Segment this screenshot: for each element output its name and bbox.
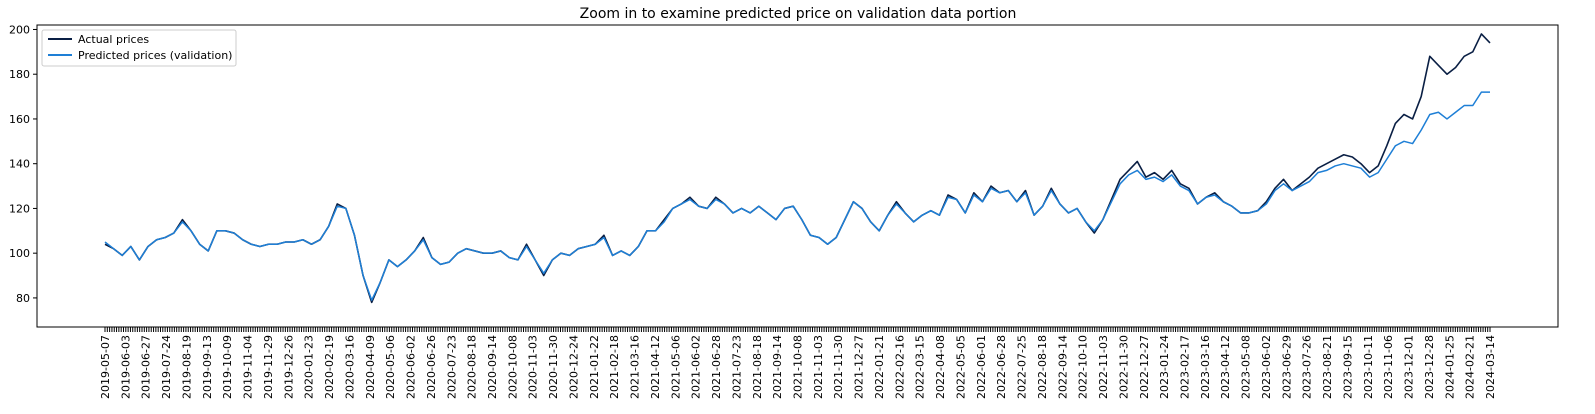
x-tick-label: 2020-02-19 [323,335,336,399]
series-line-predicted [104,91,1490,301]
x-tick-label: 2019-07-24 [160,335,173,399]
series-layer [104,33,1491,304]
x-tick-label: 2020-11-30 [547,335,560,399]
x-tick-label: 2021-06-02 [690,335,703,399]
x-tick-label: 2022-03-15 [914,335,927,399]
y-axis: 80 100 120 140 160 180 200 [9,23,37,305]
x-tick-label: 2021-06-28 [710,335,723,399]
x-tick-label: 2020-10-08 [506,335,519,399]
x-tick-label: 2024-02-21 [1464,335,1477,399]
x-tick-label: 2023-12-01 [1403,335,1416,399]
y-tick-label: 160 [9,113,30,126]
x-tick-label: 2022-06-01 [975,335,988,399]
x-tick-label: 2019-06-03 [119,335,132,399]
x-tick-label: 2020-04-09 [364,335,377,399]
x-tick-label: 2022-07-25 [1016,335,1029,399]
legend: Actual prices Predicted prices (validati… [41,29,237,67]
x-tick-label: 2021-02-18 [608,335,621,399]
x-tick-label: 2021-09-14 [771,335,784,399]
x-tick-label: 2019-10-09 [221,335,234,399]
x-tick-label: 2020-01-23 [303,335,316,399]
x-tick-label: 2021-08-18 [751,335,764,399]
y-tick-label: 180 [9,68,30,81]
x-tick-label: 2020-06-26 [425,335,438,399]
x-tick-label: 2023-01-24 [1158,335,1171,399]
x-tick-label: 2019-11-04 [242,335,255,399]
y-tick-label: 80 [16,292,30,305]
x-tick-label: 2022-10-10 [1077,335,1090,399]
y-tick-label: 100 [9,247,30,260]
plot-area-frame [36,24,1559,328]
legend-label-predicted: Predicted prices (validation) [78,49,232,62]
x-tick-label: 2023-12-28 [1423,335,1436,399]
x-tick-label: 2019-12-26 [282,335,295,399]
x-tick-label: 2023-05-08 [1240,335,1253,399]
x-tick-label: 2021-12-27 [853,335,866,399]
x-tick-label: 2023-03-16 [1199,335,1212,399]
x-tick-label: 2021-03-16 [629,335,642,399]
x-axis: 2019-05-07 2019-06-03 2019-06-27 2019-07-24… [99,327,1497,399]
x-tick-label: 2020-06-02 [405,335,418,399]
x-tick-label: 2023-02-17 [1178,335,1191,399]
x-tick-label: 2021-07-23 [730,335,743,399]
x-tick-label: 2022-11-30 [1117,335,1130,399]
series-line-actual [104,33,1491,304]
x-tick-label: 2023-07-26 [1301,335,1314,399]
x-tick-label: 2022-12-27 [1138,335,1151,399]
x-tick-label: 2019-06-27 [140,335,153,399]
x-tick-label: 2021-05-06 [669,335,682,399]
x-tick-label: 2020-05-06 [384,335,397,399]
x-tick-label: 2023-09-15 [1341,335,1354,399]
x-tick-label: 2020-07-23 [445,335,458,399]
x-tick-label: 2023-10-11 [1362,335,1375,399]
x-tick-label: 2019-08-19 [180,335,193,399]
x-tick-label: 2022-11-03 [1097,335,1110,399]
x-tick-label: 2021-01-22 [588,335,601,399]
x-tick-label: 2023-08-21 [1321,335,1334,399]
x-tick-label: 2022-09-14 [1056,335,1069,399]
x-tick-label: 2024-03-14 [1484,335,1497,399]
x-tick-label: 2022-04-08 [934,335,947,399]
x-tick-label: 2019-09-13 [201,335,214,399]
x-tick-label: 2024-01-25 [1443,335,1456,399]
x-tick-label: 2020-12-24 [567,335,580,399]
x-tick-label: 2020-09-14 [486,335,499,399]
x-tick-label: 2019-05-07 [99,335,112,399]
x-tick-label: 2019-11-29 [262,335,275,399]
y-tick-label: 140 [9,158,30,171]
x-tick-label: 2023-06-02 [1260,335,1273,399]
x-tick-label: 2023-11-06 [1382,335,1395,399]
x-tick-label: 2021-10-08 [792,335,805,399]
x-tick-label: 2022-08-18 [1036,335,1049,399]
x-tick-label: 2021-04-12 [649,335,662,399]
legend-label-actual: Actual prices [78,33,149,46]
x-tick-label: 2022-05-05 [954,335,967,399]
x-tick-label: 2021-11-03 [812,335,825,399]
chart-title: Zoom in to examine predicted price on va… [580,6,1017,22]
legend-box [41,29,237,67]
x-tick-label: 2022-06-28 [995,335,1008,399]
x-tick-label: 2023-06-29 [1280,335,1293,399]
x-tick-label: 2022-02-16 [893,335,906,399]
x-tick-label: 2022-01-21 [873,335,886,399]
y-tick-label: 120 [9,202,30,215]
x-tick-label: 2020-11-03 [527,335,540,399]
x-tick-marks [104,327,1491,332]
x-tick-label: 2021-11-30 [832,335,845,399]
y-tick-label: 200 [9,23,30,36]
x-tick-label: 2020-03-16 [343,335,356,399]
x-tick-label: 2020-08-18 [466,335,479,399]
x-tick-label: 2023-04-12 [1219,335,1232,399]
